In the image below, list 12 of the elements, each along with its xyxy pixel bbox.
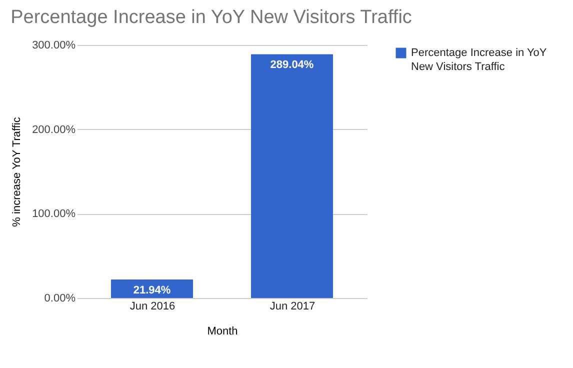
y-tick-label: 300.00%: [32, 40, 76, 52]
chart-title: Percentage Increase in YoY New Visitors Traffic: [10, 7, 412, 28]
x-tick-label: Jun 2016: [130, 300, 176, 312]
text: 21.94%: [133, 284, 171, 296]
x-axis-title: Month: [207, 326, 238, 338]
text: 289.04%: [270, 59, 314, 72]
legend-label: Percentage Increase in YoY New Visitors Traffic: [411, 47, 548, 73]
y-tick-label: 200.00%: [32, 124, 76, 136]
x-tick-label: Jun 2017: [270, 300, 316, 312]
y-tick-label: 100.00%: [32, 208, 76, 220]
y-axis-title: % increase YoY Traffic: [11, 116, 24, 227]
y-tick-label: 0.00%: [44, 292, 76, 304]
